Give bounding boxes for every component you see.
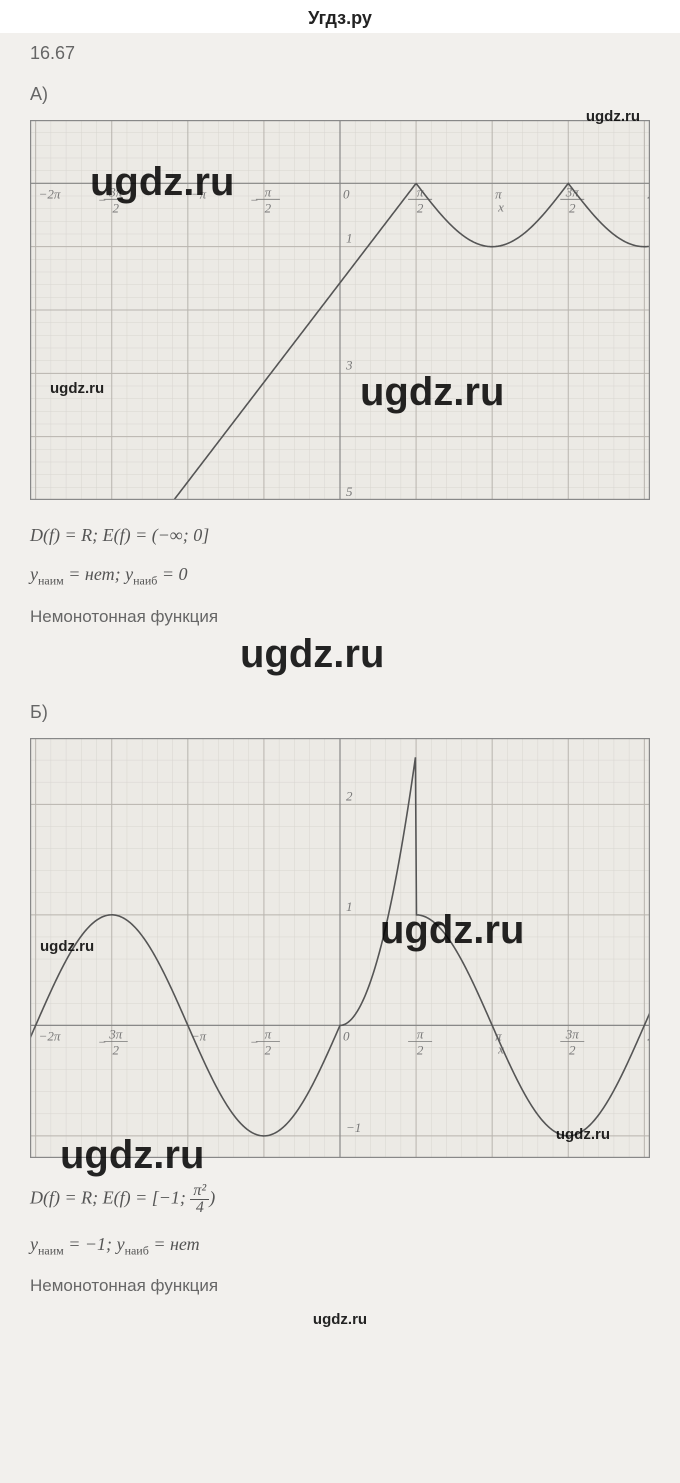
page-content: 16.67 А) −2π3π2−−ππ2−0π2π3π22π1135x ugdz… xyxy=(0,33,680,1349)
site-header: Угдз.ру xyxy=(0,0,680,33)
svg-text:0: 0 xyxy=(343,186,350,201)
part-a-domain: D(f) = R; E(f) = (−∞; 0] xyxy=(30,525,650,546)
svg-text:−: − xyxy=(98,1034,107,1049)
svg-text:2: 2 xyxy=(417,200,424,215)
svg-text:2: 2 xyxy=(112,1042,119,1057)
svg-text:−1: −1 xyxy=(346,1119,361,1134)
part-b-domain: D(f) = R; E(f) = [−1; π²4) xyxy=(30,1183,650,1216)
svg-text:−π: −π xyxy=(191,186,207,201)
svg-text:2: 2 xyxy=(265,1042,272,1057)
svg-text:1: 1 xyxy=(346,898,353,913)
frac-den: 4 xyxy=(190,1200,209,1216)
svg-text:3π: 3π xyxy=(108,184,123,199)
min-sub: наим xyxy=(38,574,64,588)
part-a-extrema: yнаим = нет; yнаиб = 0 xyxy=(30,564,650,589)
svg-text:2: 2 xyxy=(346,788,353,803)
svg-text:5: 5 xyxy=(346,484,353,499)
part-b-label: Б) xyxy=(30,702,650,723)
watermark: ugdz.ru xyxy=(313,1311,367,1328)
svg-text:−: − xyxy=(250,192,259,207)
svg-text:−: − xyxy=(98,192,107,207)
domain-suffix: ) xyxy=(209,1187,215,1207)
max-val: = 0 xyxy=(157,564,187,584)
y-symbol: y xyxy=(117,1234,125,1254)
chart-b: −2π3π2−−ππ2−0π2π3π22π21−1x xyxy=(30,738,650,1158)
svg-text:2: 2 xyxy=(112,200,119,215)
y-symbol: y xyxy=(30,1234,38,1254)
part-a-label: А) xyxy=(30,84,650,105)
svg-text:3: 3 xyxy=(345,357,353,372)
y-symbol: y xyxy=(125,564,133,584)
max-sub: наиб xyxy=(125,1243,149,1257)
y-symbol: y xyxy=(30,564,38,584)
chart-a-wrap: −2π3π2−−ππ2−0π2π3π22π1135x ugdz.ru ugdz.… xyxy=(30,120,650,505)
svg-text:π: π xyxy=(417,1026,424,1041)
svg-text:2: 2 xyxy=(265,200,272,215)
svg-text:3π: 3π xyxy=(565,184,580,199)
svg-text:−2π: −2π xyxy=(39,1028,61,1043)
exercise-number: 16.67 xyxy=(30,43,650,64)
svg-text:0: 0 xyxy=(343,1028,350,1043)
min-val: = −1; xyxy=(64,1234,117,1254)
part-a-monotone: Немонотонная функция xyxy=(30,607,650,627)
frac-num: π² xyxy=(190,1183,209,1200)
part-b-monotone: Немонотонная функция xyxy=(30,1276,650,1296)
watermark: ugdz.ru xyxy=(240,632,440,677)
svg-text:2: 2 xyxy=(569,1042,576,1057)
svg-text:π: π xyxy=(265,184,272,199)
chart-a: −2π3π2−−ππ2−0π2π3π22π1135x xyxy=(30,120,650,500)
svg-text:x: x xyxy=(497,199,504,214)
svg-text:3π: 3π xyxy=(565,1026,580,1041)
svg-text:1: 1 xyxy=(346,231,353,246)
svg-text:−2π: −2π xyxy=(39,186,61,201)
domain-prefix: D(f) = R; E(f) = [−1; xyxy=(30,1187,190,1207)
svg-text:3π: 3π xyxy=(108,1026,123,1041)
svg-text:π: π xyxy=(265,1026,272,1041)
part-b-extrema: yнаим = −1; yнаиб = нет xyxy=(30,1234,650,1259)
svg-text:2: 2 xyxy=(417,1042,424,1057)
chart-b-wrap: −2π3π2−−ππ2−0π2π3π22π21−1x ugdz.ru ugdz.… xyxy=(30,738,650,1163)
fraction: π²4 xyxy=(190,1183,209,1216)
max-sub: наиб xyxy=(133,574,157,588)
min-sub: наим xyxy=(38,1243,64,1257)
max-val: = нет xyxy=(149,1234,200,1254)
min-val: = нет; xyxy=(64,564,125,584)
svg-text:2: 2 xyxy=(569,200,576,215)
svg-text:−: − xyxy=(250,1034,259,1049)
